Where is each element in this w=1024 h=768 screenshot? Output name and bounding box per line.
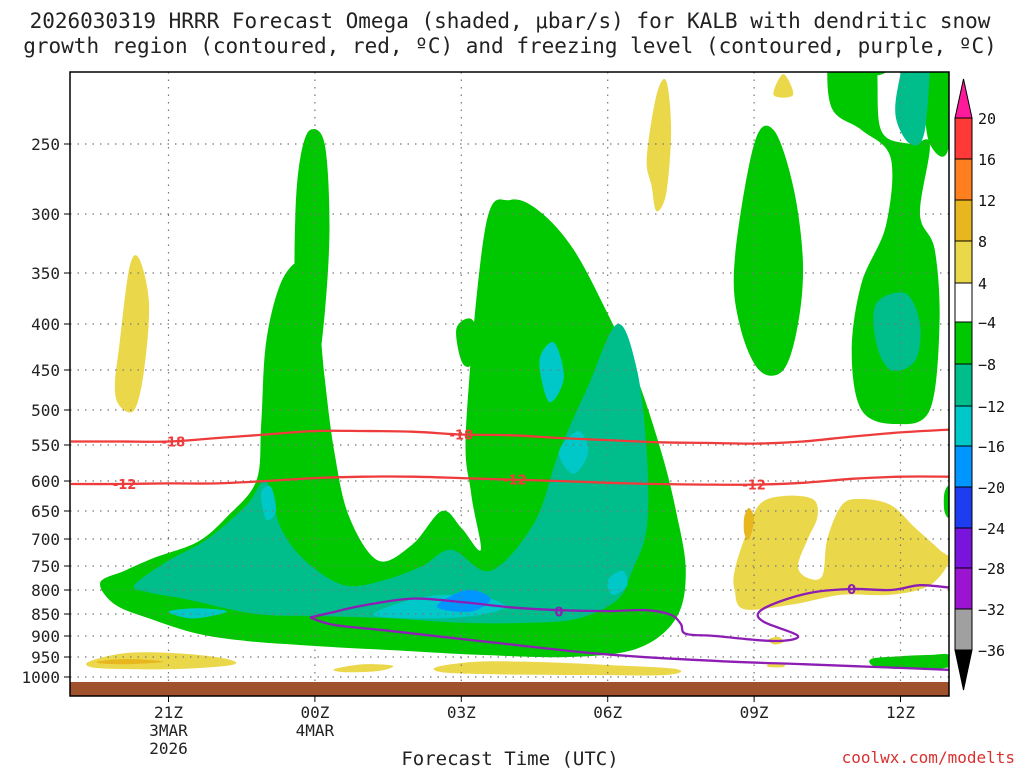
colorbar-label-0: 20 xyxy=(978,110,996,128)
omega-region-green-5 xyxy=(869,653,949,670)
colorbar-label-10: −24 xyxy=(978,520,1005,538)
omega-region-yellow-4 xyxy=(333,664,394,673)
omega-region-cyan-0 xyxy=(261,485,277,521)
colorbar-segment-8 xyxy=(954,445,973,488)
y-tick-label-300: 300 xyxy=(31,205,60,224)
dgz-contour-1 xyxy=(70,475,949,486)
colorbar-label-7: −12 xyxy=(978,398,1005,416)
dgz-label-1-0: -12 xyxy=(113,478,137,493)
omega-region-green-6 xyxy=(456,318,481,367)
colorbar-segment-12 xyxy=(954,608,973,651)
x-tick-label-1-1: 4MAR xyxy=(296,721,335,740)
x-tick-label-0-1: 3MAR xyxy=(149,721,188,740)
colorbar-segment-9 xyxy=(954,486,973,529)
colorbar: 20 16 12 8 4 −4 −8 −12 −16 −20 −24 −28 −32 −36 xyxy=(954,78,1005,691)
omega-region-cyan-2 xyxy=(558,431,589,474)
colorbar-label-2: 12 xyxy=(978,192,996,210)
y-tick-label-950: 950 xyxy=(31,648,60,667)
dgz-contour-0 xyxy=(70,428,949,445)
x-tick-label-2-0: 03Z xyxy=(447,703,476,722)
freezing-contour-1 xyxy=(309,616,949,671)
plot-frame xyxy=(69,71,950,697)
y-tick-label-550: 550 xyxy=(31,436,60,455)
omega-region-cyan-1 xyxy=(539,341,564,403)
y-tick-label-650: 650 xyxy=(31,502,60,521)
y-tick-label-850: 850 xyxy=(31,605,60,624)
chart-title-line2: growth region (contoured, red, ºC) and f… xyxy=(23,34,997,58)
y-tick-label-250: 250 xyxy=(31,135,60,154)
credit-text: coolwx.com/modelts xyxy=(842,748,1015,767)
omega-region-green-7 xyxy=(943,485,949,518)
colorbar-label-6: −8 xyxy=(978,356,996,374)
y-tick-label-800: 800 xyxy=(31,581,60,600)
contour-lines: -18 -18 -12 -12 -12 0 0 xyxy=(70,428,949,671)
colorbar-segment-1 xyxy=(954,158,973,201)
omega-region-teal-2 xyxy=(873,292,921,371)
colorbar-segment-7 xyxy=(954,405,973,447)
colorbar-label-1: 16 xyxy=(978,151,996,169)
omega-region-yellow-0 xyxy=(114,255,150,413)
x-axis-label: Forecast Time (UTC) xyxy=(401,748,618,768)
omega-region-cyan-5 xyxy=(607,570,628,595)
x-tick-label-4-0: 09Z xyxy=(740,703,769,722)
colorbar-label-8: −16 xyxy=(978,438,1005,456)
y-axis: 250 300 350 400 450 500 550 600 650 700 750 800 850 9… xyxy=(21,135,70,687)
colorbar-top-arrow xyxy=(954,78,973,119)
x-tick-label-0-0: 21Z xyxy=(154,703,183,722)
x-tick-label-1-0: 00Z xyxy=(300,703,329,722)
dgz-label-1-1: -12 xyxy=(503,474,527,489)
x-tick-label-5-0: 12Z xyxy=(886,703,915,722)
colorbar-label-11: −28 xyxy=(978,560,1005,578)
omega-region-blue-0 xyxy=(436,589,491,612)
y-tick-label-400: 400 xyxy=(31,315,60,334)
y-tick-label-500: 500 xyxy=(31,401,60,420)
dgz-label-1-2: -12 xyxy=(742,479,766,494)
y-tick-label-1000: 1000 xyxy=(21,668,60,687)
omega-region-orange-0 xyxy=(96,658,164,665)
omega-region-yellow-5 xyxy=(433,661,682,676)
colorbar-segment-0 xyxy=(954,117,973,160)
colorbar-bottom-arrow xyxy=(954,649,973,691)
colorbar-segment-10 xyxy=(954,527,973,569)
omega-region-green-3 xyxy=(733,125,804,376)
colorbar-segment-3 xyxy=(954,240,973,284)
colorbar-segment-2 xyxy=(954,199,973,242)
y-tick-label-450: 450 xyxy=(31,361,60,380)
y-tick-label-900: 900 xyxy=(31,627,60,646)
dgz-label-0-1: -18 xyxy=(450,429,474,444)
colorbar-segment-11 xyxy=(954,567,973,610)
y-tick-label-350: 350 xyxy=(31,264,60,283)
ground-bar xyxy=(70,682,949,696)
y-tick-label-700: 700 xyxy=(31,530,60,549)
x-tick-label-0-2: 2026 xyxy=(149,739,188,758)
omega-region-teal-0 xyxy=(133,323,649,624)
freezing-label-0-1: 0 xyxy=(847,583,856,598)
dgz-label-0-0: -18 xyxy=(162,436,186,451)
plot-area: -18 -18 -12 -12 -12 0 0 xyxy=(69,71,950,697)
y-tick-label-750: 750 xyxy=(31,557,60,576)
chart-title-line1: 2026030319 HRRR Forecast Omega (shaded, … xyxy=(30,9,991,33)
colorbar-label-9: −20 xyxy=(978,479,1005,497)
omega-region-cyan-4 xyxy=(168,608,228,619)
y-tick-label-600: 600 xyxy=(31,472,60,491)
colorbar-segment-6 xyxy=(954,363,973,407)
x-tick-label-3-0: 06Z xyxy=(593,703,622,722)
colorbar-segment-4 xyxy=(954,282,973,323)
colorbar-label-5: −4 xyxy=(978,314,996,332)
omega-region-yellow-2 xyxy=(733,495,949,610)
colorbar-label-12: −32 xyxy=(978,601,1005,619)
colorbar-segment-5 xyxy=(954,321,973,365)
colorbar-label-4: 4 xyxy=(978,275,987,293)
omega-region-yellow-6 xyxy=(773,74,794,98)
freezing-contour-0 xyxy=(309,584,949,643)
omega-region-teal-1 xyxy=(895,72,930,146)
freezing-label-0-0: 0 xyxy=(554,606,563,621)
omega-region-green-4 xyxy=(867,72,949,157)
omega-region-yellow-1 xyxy=(646,78,672,212)
omega-region-orange-1 xyxy=(743,507,755,540)
colorbar-label-3: 8 xyxy=(978,233,987,251)
colorbar-label-13: −36 xyxy=(978,642,1005,660)
